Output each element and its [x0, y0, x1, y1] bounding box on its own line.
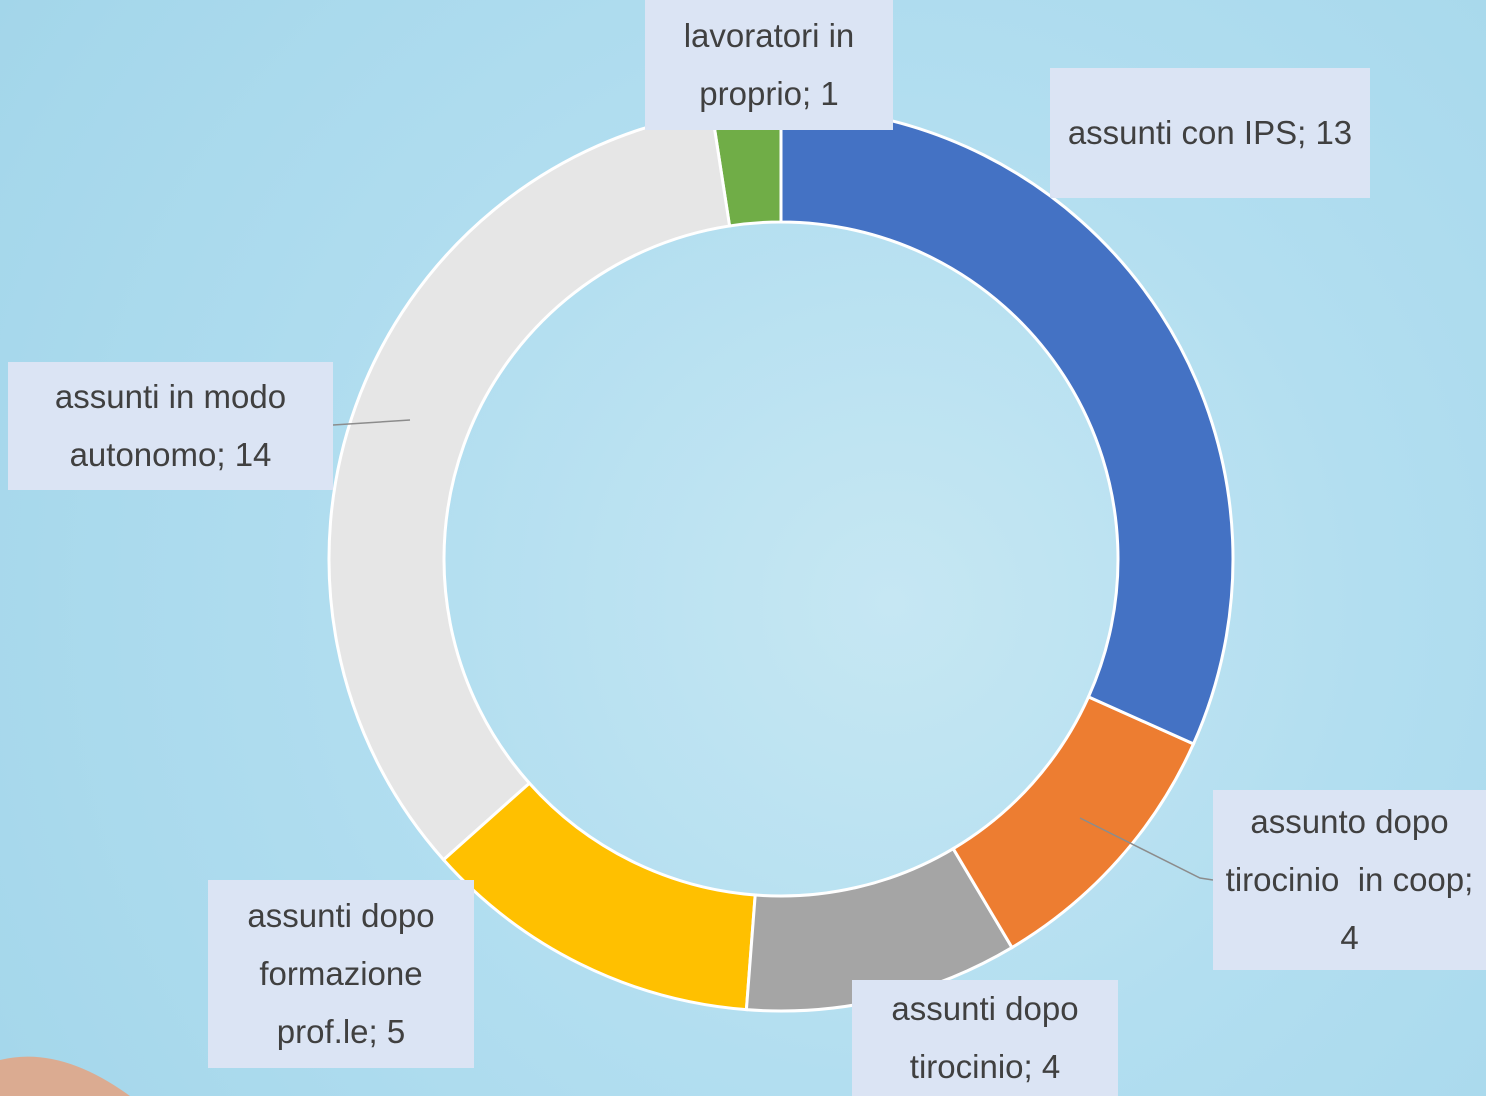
decoration: [0, 1056, 130, 1096]
donut-segment: [327, 110, 732, 862]
data-label: assunti dopo formazione prof.le; 5: [208, 880, 474, 1068]
data-label: assunti con IPS; 13: [1050, 68, 1370, 198]
data-label: assunti dopo tirocinio; 4: [852, 980, 1118, 1096]
donut-segment: [441, 781, 757, 1012]
data-label: assunti in modo autonomo; 14: [8, 362, 333, 490]
data-label: assunto dopo tirocinio in coop; 4: [1213, 790, 1486, 970]
leader-line: [332, 419, 411, 426]
donut-segment: [779, 105, 1235, 746]
leader-line: [1079, 817, 1214, 881]
data-label: lavoratori in proprio; 1: [645, 0, 893, 130]
donut-segment: [951, 694, 1196, 950]
